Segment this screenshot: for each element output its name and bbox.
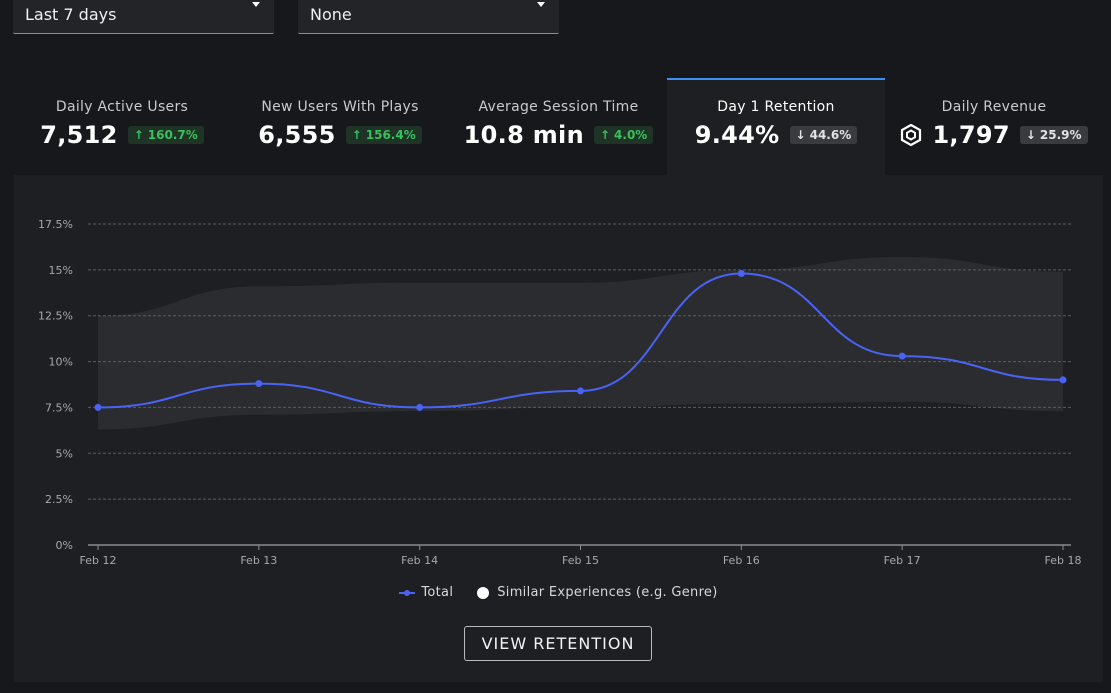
legend-label: Similar Experiences (e.g. Genre) (497, 585, 718, 600)
data-point (737, 270, 745, 278)
compare-dropdown[interactable]: None (298, 0, 559, 34)
change-badge: ↑ 156.4% (345, 126, 422, 144)
change-badge: ↓ 25.9% (1019, 126, 1088, 144)
y-tick-label: 2.5% (45, 493, 73, 506)
x-tick-label: Feb 18 (1045, 554, 1082, 567)
legend-item-similar[interactable]: Similar Experiences (e.g. Genre) (477, 585, 717, 600)
metric-value: 1,797 (932, 121, 1010, 149)
tab-daily-revenue[interactable]: Daily Revenue 1,797 ↓ 25.9% (885, 78, 1103, 175)
legend-item-total[interactable]: Total (399, 585, 453, 600)
metric-value: 10.8 min (463, 121, 584, 149)
view-retention-button[interactable]: VIEW RETENTION (464, 626, 652, 661)
y-tick-label: 15% (49, 264, 73, 277)
tab-new-users-with-plays[interactable]: New Users With Plays 6,555 ↑ 156.4% (230, 78, 450, 175)
change-value: 44.6% (809, 128, 852, 142)
metric-value: 7,512 (40, 121, 118, 149)
change-value: 160.7% (147, 128, 198, 142)
y-tick-label: 12.5% (38, 310, 73, 323)
chart-legend: Total Similar Experiences (e.g. Genre) (14, 585, 1103, 600)
change-badge: ↑ 4.0% (593, 126, 654, 144)
arrow-up-icon: ↑ (351, 128, 362, 142)
metric-value: 6,555 (258, 121, 336, 149)
date-range-dropdown[interactable]: Last 7 days (13, 0, 274, 34)
data-point (577, 387, 584, 395)
arrow-up-icon: ↑ (599, 128, 611, 142)
change-value: 4.0% (614, 128, 648, 142)
y-tick-label: 0% (56, 539, 73, 552)
y-tick-label: 5% (56, 447, 73, 460)
change-badge: ↑ 160.7% (127, 126, 204, 144)
caret-down-icon (537, 2, 545, 7)
date-range-value: Last 7 days (25, 5, 117, 24)
x-tick-label: Feb 14 (401, 554, 438, 567)
tab-label: Average Session Time (478, 99, 639, 115)
data-point (94, 403, 102, 411)
tab-label: Day 1 Retention (717, 99, 835, 115)
arrow-down-icon: ↓ (1025, 128, 1036, 142)
tab-average-session-time[interactable]: Average Session Time 10.8 min ↑ 4.0% (450, 78, 667, 175)
tab-daily-active-users[interactable]: Daily Active Users 7,512 ↑ 160.7% (14, 78, 230, 175)
tab-label: Daily Active Users (55, 99, 189, 115)
x-tick-label: Feb 13 (240, 554, 277, 567)
change-badge: ↓ 44.6% (789, 126, 858, 144)
robux-icon (901, 124, 922, 146)
data-point (255, 380, 263, 388)
line-marker-icon (399, 589, 416, 596)
tab-label: New Users With Plays (261, 99, 419, 115)
tab-day-1-retention[interactable]: Day 1 Retention 9.44% ↓ 44.6% (667, 78, 885, 175)
arrow-up-icon: ↑ (133, 128, 144, 142)
compare-value: None (310, 5, 352, 24)
data-point (1059, 376, 1067, 384)
arrow-down-icon: ↓ (795, 128, 806, 142)
y-tick-label: 17.5% (38, 218, 73, 231)
x-tick-label: Feb 12 (80, 554, 117, 567)
change-value: 25.9% (1039, 128, 1082, 142)
caret-down-icon (252, 2, 260, 7)
chart-panel: 0% 2.5% 5% 7.5% 10% 12.5% 15% 17.5% Feb 12 Feb 13… (14, 175, 1103, 682)
metric-tabs: Daily Active Users 7,512 ↑ 160.7% New Us… (14, 78, 1103, 175)
metric-value: 9.44% (694, 121, 780, 149)
retention-chart: 0% 2.5% 5% 7.5% 10% 12.5% 15% 17.5% Feb 12 Feb 13… (38, 218, 1082, 567)
x-tick-label: Feb 15 (562, 554, 599, 567)
legend-label: Total (421, 585, 454, 600)
change-value: 156.4% (365, 128, 416, 142)
similar-experiences-band (98, 257, 1063, 430)
data-point (416, 403, 424, 411)
y-tick-label: 7.5% (45, 401, 73, 414)
data-point (898, 352, 906, 360)
x-tick-label: Feb 17 (884, 554, 921, 567)
circle-marker-icon (477, 586, 490, 599)
x-tick-label: Feb 16 (723, 554, 760, 567)
tab-label: Daily Revenue (941, 99, 1047, 115)
y-tick-label: 10% (49, 356, 73, 369)
